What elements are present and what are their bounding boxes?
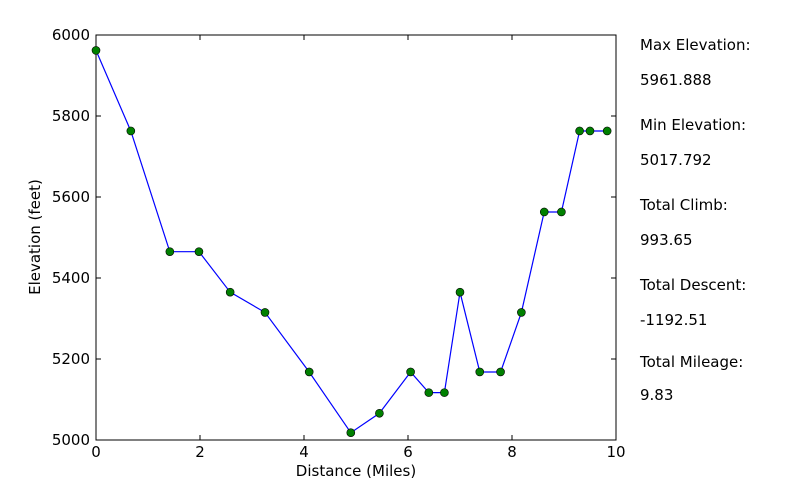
data-point	[539, 207, 549, 217]
min-elevation-label: Min Elevation:	[640, 116, 747, 134]
data-point	[346, 428, 356, 438]
data-point	[424, 388, 434, 397]
max-elevation-value: 5961.888	[640, 71, 712, 89]
data-point	[165, 247, 175, 256]
data-point	[557, 207, 566, 217]
total-descent-label: Total Descent:	[640, 276, 747, 294]
total-climb-value: 993.65	[640, 231, 693, 249]
y-tick-label: 5600	[52, 188, 90, 206]
elevation-line	[95, 50, 608, 434]
data-point	[194, 247, 204, 256]
data-point	[585, 126, 595, 136]
data-point	[225, 287, 235, 297]
data-point	[126, 126, 136, 136]
data-point	[475, 367, 485, 377]
min-elevation-value: 5017.792	[640, 151, 712, 169]
data-point	[91, 46, 101, 55]
y-tick-label: 5800	[52, 107, 90, 125]
data-point	[517, 308, 526, 317]
y-tick-label: 6000	[52, 26, 90, 44]
data-point	[304, 367, 314, 377]
data-point	[496, 367, 505, 377]
x-tick-label: 4	[299, 443, 309, 461]
data-point	[575, 126, 584, 136]
data-point	[406, 367, 415, 377]
total-climb-label: Total Climb:	[640, 196, 728, 214]
x-tick-label: 10	[606, 443, 625, 461]
data-point	[375, 408, 384, 418]
data-point	[455, 287, 465, 297]
y-axis-label: Elevation (feet)	[26, 179, 44, 295]
y-tick-label: 5200	[52, 350, 90, 368]
x-tick-label: 2	[195, 443, 205, 461]
x-axis-label: Distance (Miles)	[296, 462, 416, 480]
total-mileage-label: Total Mileage:	[640, 353, 744, 371]
data-point	[440, 388, 449, 397]
data-point	[602, 126, 612, 136]
total-mileage-value: 9.83	[640, 386, 674, 404]
x-tick-label: 0	[91, 443, 101, 461]
x-tick-label: 6	[403, 443, 413, 461]
data-point	[260, 308, 270, 317]
max-elevation-label: Max Elevation:	[640, 36, 751, 54]
total-descent-value: -1192.51	[640, 311, 708, 329]
y-tick-label: 5400	[52, 269, 90, 287]
x-tick-label: 8	[507, 443, 517, 461]
plot-frame	[95, 34, 617, 441]
y-tick-label: 5000	[52, 431, 90, 449]
